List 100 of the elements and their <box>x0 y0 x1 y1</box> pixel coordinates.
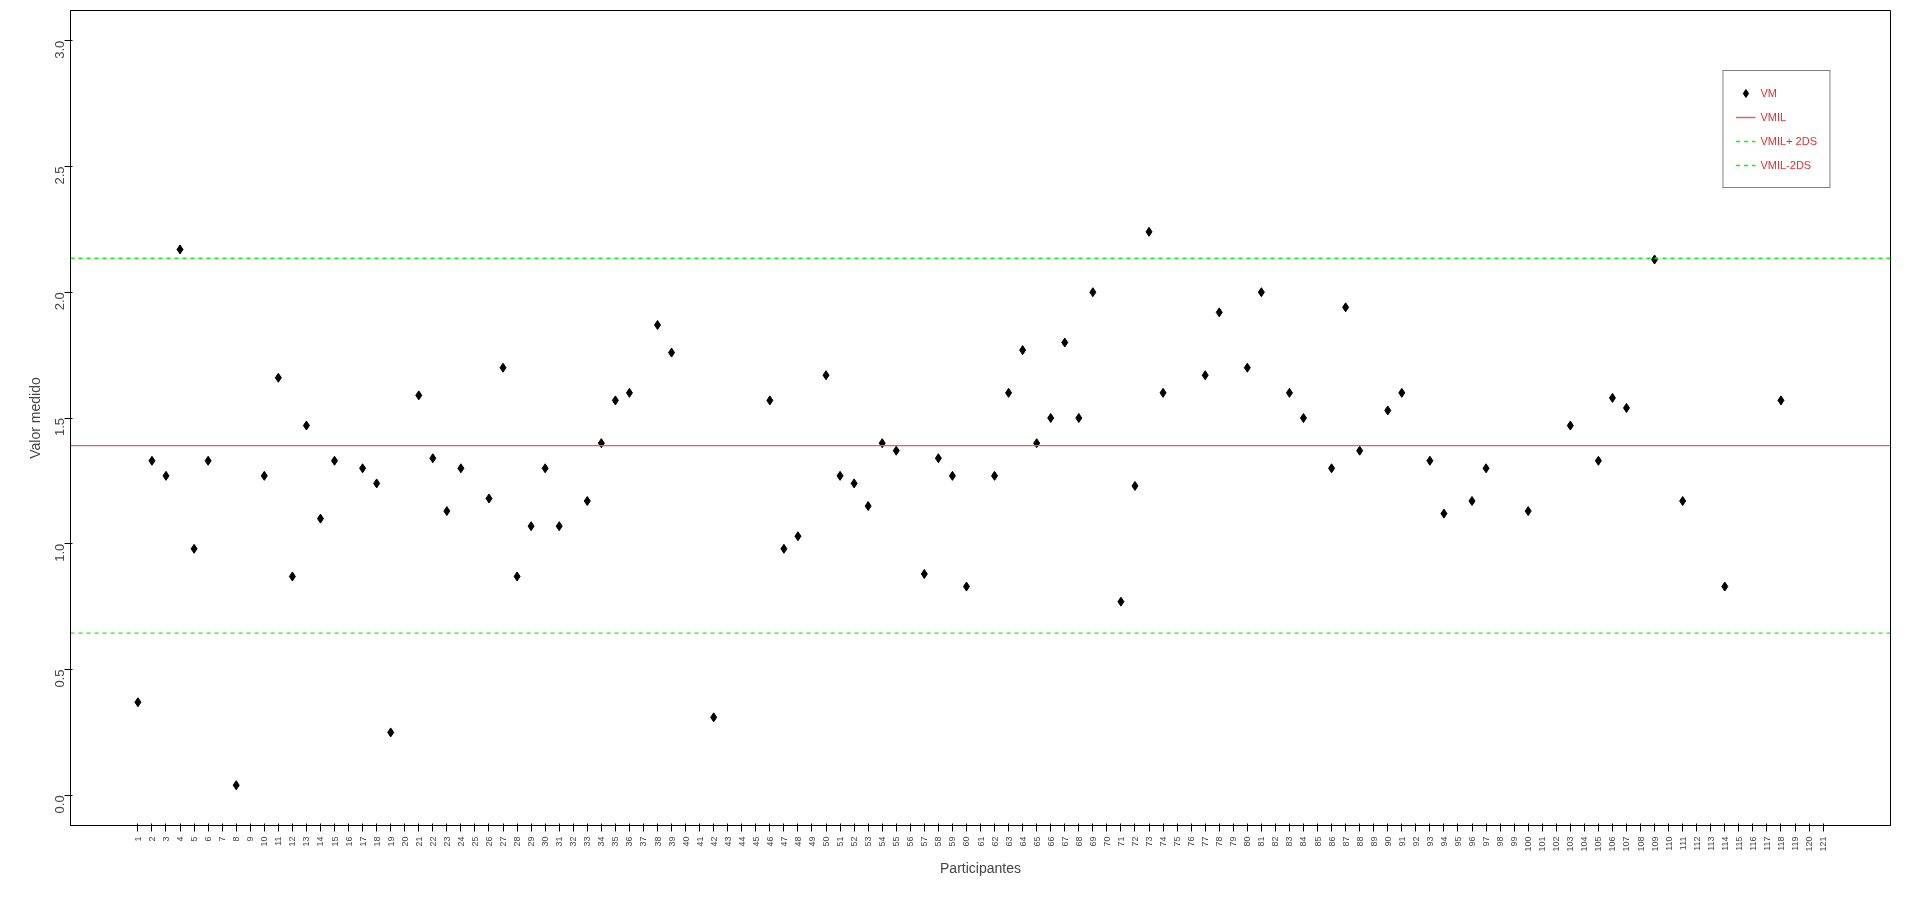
x-tick-label: 38 <box>652 836 663 847</box>
x-tick-label: 17 <box>357 836 368 847</box>
legend-label: VMIL <box>1760 111 1787 123</box>
x-tick-label: 2 <box>146 836 157 842</box>
x-tick-label: 45 <box>750 836 761 847</box>
x-tick-label: 70 <box>1101 836 1112 847</box>
x-tick-label: 44 <box>736 836 747 847</box>
y-tick-label: 0.5 <box>52 669 67 688</box>
x-tick-label: 54 <box>877 836 888 847</box>
x-tick-label: 36 <box>624 836 635 847</box>
x-tick-label: 55 <box>891 836 902 847</box>
x-tick-label: 88 <box>1354 836 1365 847</box>
x-tick-label: 60 <box>961 836 972 847</box>
x-tick-label: 120 <box>1804 836 1815 852</box>
x-tick-label: 28 <box>512 836 523 847</box>
x-tick-label: 80 <box>1242 836 1253 847</box>
x-tick-label: 11 <box>273 836 284 846</box>
x-tick-label: 95 <box>1452 836 1463 847</box>
y-tick-label: 2.5 <box>52 166 67 185</box>
x-tick-label: 74 <box>1158 836 1169 847</box>
x-tick-label: 7 <box>217 836 228 842</box>
x-tick-label: 56 <box>905 836 916 847</box>
x-tick-label: 92 <box>1410 836 1421 847</box>
x-tick-label: 97 <box>1481 836 1492 847</box>
x-tick-label: 34 <box>596 836 607 847</box>
x-tick-label: 68 <box>1073 836 1084 847</box>
x-tick-label: 13 <box>301 836 312 847</box>
x-tick-label: 33 <box>582 836 593 847</box>
x-tick-label: 29 <box>526 836 537 847</box>
x-tick-label: 104 <box>1579 836 1590 852</box>
x-tick-label: 62 <box>989 836 1000 847</box>
y-tick-label: 3.0 <box>52 40 67 59</box>
x-tick-label: 111 <box>1677 836 1688 851</box>
x-tick-label: 10 <box>259 836 270 847</box>
x-tick-label: 119 <box>1790 836 1801 851</box>
x-tick-label: 3 <box>160 836 171 842</box>
x-tick-label: 4 <box>175 836 186 842</box>
x-tick-label: 39 <box>666 836 677 847</box>
x-tick-label: 90 <box>1382 836 1393 847</box>
x-tick-label: 118 <box>1775 836 1786 851</box>
x-tick-label: 53 <box>863 836 874 847</box>
x-tick-label: 49 <box>806 836 817 847</box>
x-tick-label: 40 <box>680 836 691 847</box>
x-tick-label: 101 <box>1537 836 1548 852</box>
x-tick-label: 23 <box>441 836 452 847</box>
x-tick-label: 84 <box>1298 836 1309 847</box>
x-tick-label: 115 <box>1733 836 1744 851</box>
x-tick-label: 12 <box>287 836 298 847</box>
x-tick-label: 73 <box>1144 836 1155 847</box>
x-tick-label: 19 <box>385 836 396 847</box>
x-tick-label: 100 <box>1523 836 1534 852</box>
x-tick-label: 67 <box>1059 836 1070 847</box>
x-tick-label: 94 <box>1438 836 1449 847</box>
x-tick-label: 110 <box>1663 836 1674 851</box>
x-tick-label: 61 <box>975 836 986 847</box>
x-tick-label: 16 <box>343 836 354 847</box>
x-tick-label: 42 <box>708 836 719 847</box>
x-tick-label: 106 <box>1607 836 1618 852</box>
y-tick-label: 2.0 <box>52 292 67 311</box>
x-tick-label: 82 <box>1270 836 1281 847</box>
x-tick-label: 26 <box>483 836 494 847</box>
x-tick-label: 87 <box>1340 836 1351 847</box>
x-tick-label: 27 <box>498 836 509 847</box>
x-tick-label: 96 <box>1467 836 1478 847</box>
x-tick-label: 8 <box>231 836 242 842</box>
x-tick-label: 20 <box>399 836 410 847</box>
x-tick-label: 69 <box>1087 836 1098 847</box>
x-tick-label: 63 <box>1003 836 1014 847</box>
x-tick-label: 48 <box>792 836 803 847</box>
x-tick-label: 9 <box>245 836 256 842</box>
x-tick-label: 58 <box>933 836 944 847</box>
x-tick-label: 116 <box>1747 836 1758 851</box>
x-tick-label: 75 <box>1172 836 1183 847</box>
x-tick-label: 30 <box>540 836 551 847</box>
x-tick-label: 91 <box>1396 836 1407 847</box>
x-tick-label: 85 <box>1312 836 1323 847</box>
x-tick-label: 21 <box>413 836 424 847</box>
x-tick-label: 14 <box>315 836 326 847</box>
legend-label: VMIL+ 2DS <box>1760 135 1817 147</box>
x-tick-label: 37 <box>638 836 649 847</box>
x-tick-label: 25 <box>469 836 480 847</box>
x-tick-label: 57 <box>919 836 930 847</box>
x-tick-label: 112 <box>1691 836 1702 851</box>
x-tick-label: 18 <box>371 836 382 847</box>
x-tick-label: 108 <box>1635 836 1646 852</box>
legend-label: VM <box>1760 87 1778 99</box>
x-tick-label: 50 <box>821 836 832 847</box>
legend-label: VMIL-2DS <box>1760 159 1812 171</box>
y-axis-title: Valor medido <box>26 377 43 459</box>
x-tick-label: 64 <box>1017 836 1028 847</box>
x-tick-label: 15 <box>329 836 340 847</box>
x-tick-label: 93 <box>1424 836 1435 847</box>
x-tick-label: 24 <box>455 836 466 847</box>
x-tick-label: 86 <box>1326 836 1337 847</box>
x-tick-label: 5 <box>189 836 200 842</box>
x-tick-label: 117 <box>1761 836 1772 851</box>
x-tick-label: 98 <box>1495 836 1506 847</box>
x-tick-label: 72 <box>1129 836 1140 847</box>
x-tick-label: 81 <box>1256 836 1267 847</box>
x-tick-label: 83 <box>1284 836 1295 847</box>
